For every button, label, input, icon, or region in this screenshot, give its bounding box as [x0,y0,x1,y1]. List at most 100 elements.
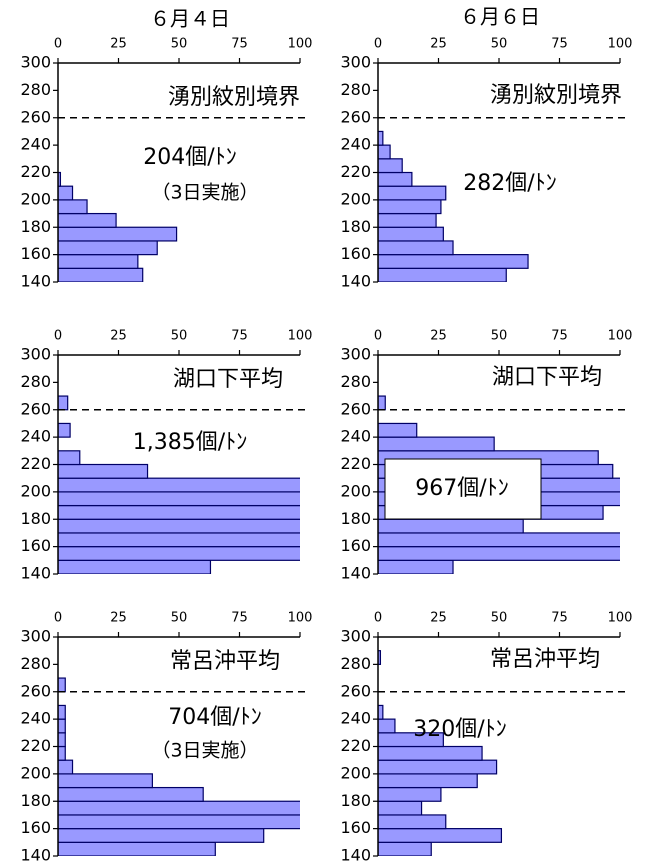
bar [378,158,403,174]
y-tick-label: 140 [340,846,371,865]
bar [378,718,396,734]
y-tick-label: 220 [20,162,51,181]
bar [58,677,66,693]
bar [58,199,88,215]
bar [378,745,483,761]
plot [378,130,529,282]
y-tick-label: 240 [340,135,371,154]
y-tick-label: 160 [20,818,51,837]
y-tick-label: 280 [20,654,51,673]
x-tick-label: 100 [288,329,313,344]
y-tick-label: 200 [20,189,51,208]
bar [58,185,74,201]
bar [378,226,444,242]
y-tick-label: 200 [340,189,371,208]
y-tick-label: 200 [340,763,371,782]
y-tick-label: 140 [340,564,371,583]
y-tick-label: 300 [20,345,51,364]
y-tick-label: 180 [340,509,371,528]
x-tick-label: 50 [171,611,188,626]
y-tick-label: 260 [340,681,371,700]
y-tick-label: 300 [340,345,371,364]
y-tick-label: 300 [340,627,371,646]
y-tick-label: 240 [340,427,371,446]
y-tick-label: 240 [340,709,371,728]
x-tick-label: 100 [608,611,633,626]
bar [378,828,503,843]
bar [58,759,74,775]
y-tick-label: 160 [20,536,51,555]
bar [58,171,62,187]
y-tick-label: 160 [340,818,371,837]
y-tick-label: 180 [340,791,371,810]
bar [378,732,444,748]
bar [58,841,216,856]
bar [58,254,139,269]
annotation: 282個/ﾄﾝ [463,171,556,196]
x-tick-label: 100 [288,611,313,626]
plot [58,677,300,856]
bar [378,171,413,187]
y-tick-label: 200 [20,481,51,500]
x-tick-label: 25 [110,37,127,52]
bar [378,773,478,789]
bar [58,786,204,802]
panel-label: 湧別紋別境界 [168,85,300,110]
bar [378,814,447,830]
bar [378,185,447,201]
x-tick-label: 75 [551,37,568,52]
y-tick-label: 160 [20,244,51,263]
y-tick-label: 280 [340,372,371,391]
y-tick-label: 180 [20,791,51,810]
y-tick-label: 240 [20,135,51,154]
x-tick-label: 50 [171,329,188,344]
y-tick-label: 220 [340,454,371,473]
panel-label: 常呂沖平均 [490,647,600,672]
y-tick-label: 200 [20,763,51,782]
bar [378,559,454,574]
bar [378,144,391,160]
bar [378,841,432,856]
panel-label: 湧別紋別境界 [490,83,622,108]
bar [378,800,423,816]
bar [58,463,149,479]
column-title: ６月４日 [150,7,230,31]
x-tick-label: 100 [288,37,313,52]
y-tick-label: 220 [340,162,371,181]
y-tick-label: 180 [20,509,51,528]
bar [58,532,300,548]
plot [58,395,300,574]
annotation: 1,385個/ﾄﾝ [133,430,247,455]
bar [58,477,300,493]
bar [58,559,212,574]
y-tick-label: 300 [20,627,51,646]
x-tick-label: 50 [491,37,508,52]
bar [58,814,300,830]
y-tick-label: 240 [20,709,51,728]
bar [58,504,300,520]
y-tick-label: 140 [20,846,51,865]
x-tick-label: 75 [551,611,568,626]
x-tick-label: 25 [430,611,447,626]
bar [378,395,386,411]
bar [378,254,529,269]
annotation: 967個/ﾄﾝ [415,476,508,501]
y-tick-label: 240 [20,427,51,446]
y-tick-label: 180 [20,217,51,236]
y-tick-label: 280 [340,654,371,673]
note: （3日実施） [151,182,258,204]
y-tick-label: 300 [20,53,51,72]
bar [58,745,66,761]
bar [58,240,158,256]
panel-label: 湖口下平均 [173,367,283,392]
y-tick-label: 260 [20,107,51,126]
bar [58,422,71,438]
x-tick-label: 0 [54,329,62,344]
bar [378,422,418,438]
x-tick-label: 25 [110,611,127,626]
x-tick-label: 25 [430,329,447,344]
annotation: 704個/ﾄﾝ [168,705,261,730]
bar [58,212,117,228]
y-tick-label: 260 [20,681,51,700]
